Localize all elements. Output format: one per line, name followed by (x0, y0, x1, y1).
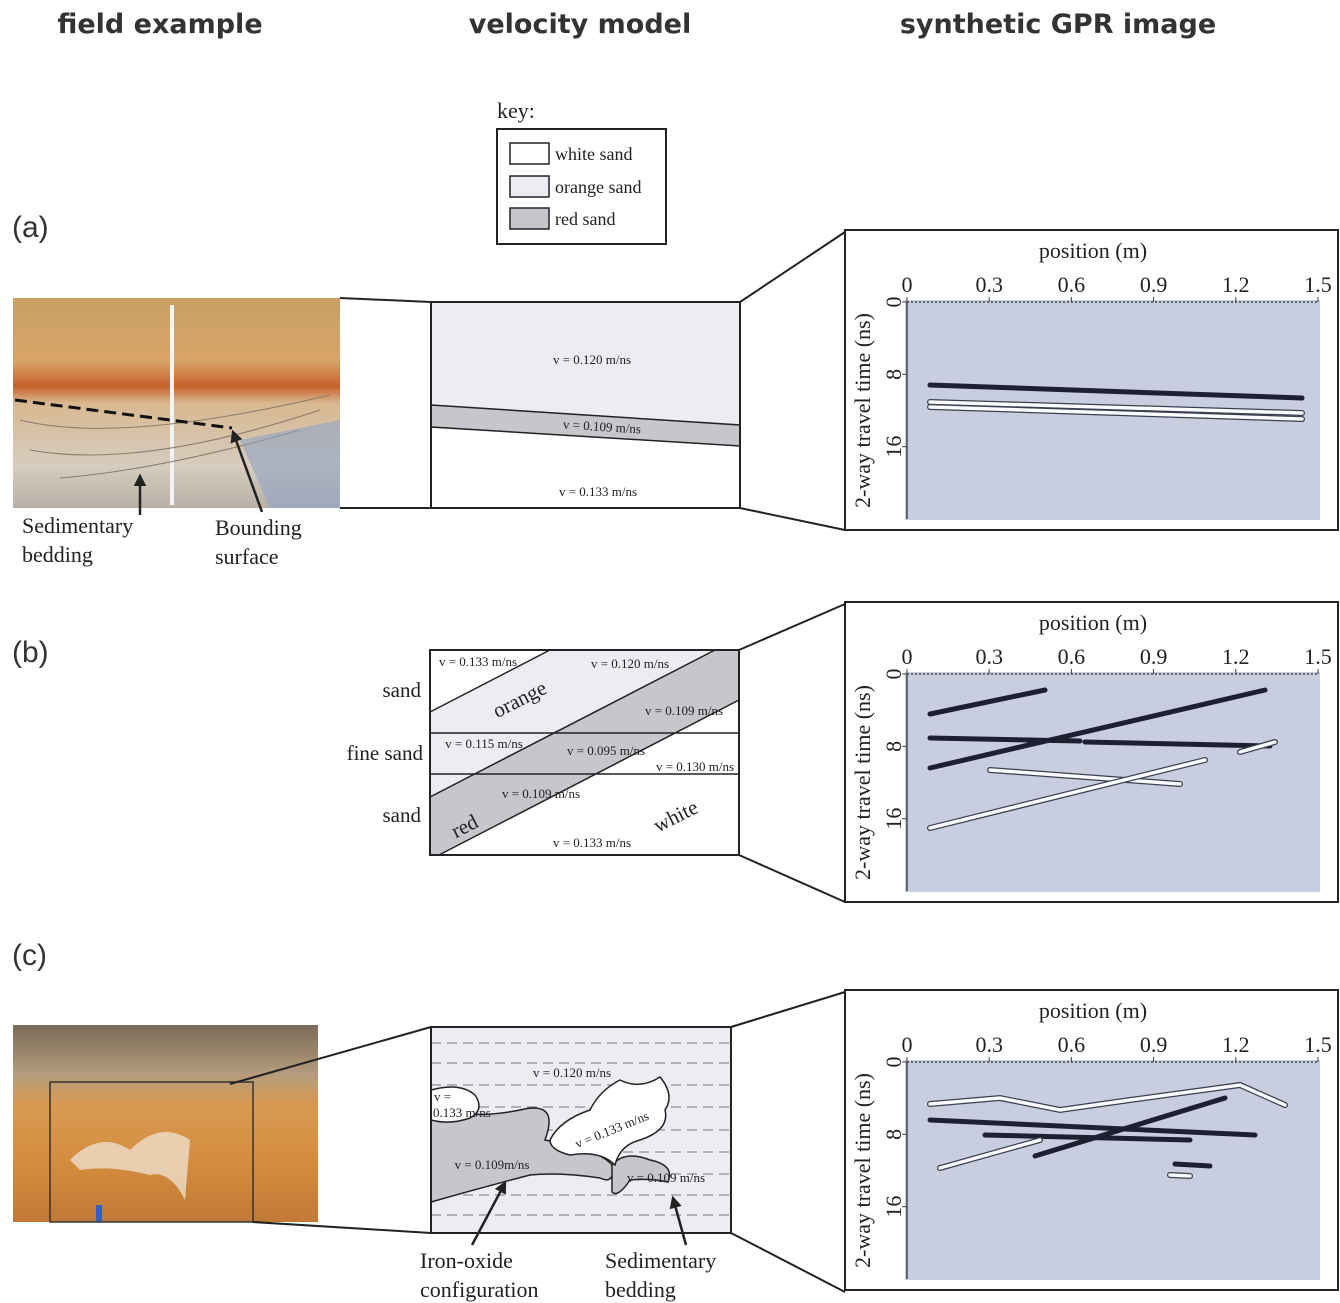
connector (340, 298, 431, 302)
side-label: fine sand (347, 741, 424, 765)
x-tick-label: 0.6 (1058, 644, 1086, 669)
x-tick-label: 0.9 (1140, 1032, 1168, 1057)
connector (740, 508, 845, 530)
y-tick-label: 8 (881, 1129, 906, 1140)
y-tick-label: 16 (881, 1196, 906, 1218)
annotation: Sedimentary (605, 1248, 716, 1273)
x-tick-label: 0.9 (1140, 272, 1168, 297)
panel-label: (b) (12, 636, 49, 669)
velocity-label: v = 0.130 m/ns (656, 759, 734, 774)
annotation: Bounding (215, 515, 302, 540)
x-tick-label: 0.3 (975, 272, 1003, 297)
annotation: Iron-oxide (420, 1248, 513, 1273)
x-tick-label: 1.5 (1304, 1032, 1332, 1057)
reflector (930, 738, 1080, 741)
y-axis-title: 2-way travel time (ns) (850, 685, 875, 880)
x-tick-label: 0 (902, 272, 913, 297)
annotation: bedding (605, 1277, 676, 1302)
column-header: field example (57, 9, 262, 40)
panel-label: (a) (12, 211, 49, 244)
y-axis-title: 2-way travel time (ns) (850, 313, 875, 508)
annotation: Sedimentary (22, 513, 133, 538)
side-label: sand (383, 803, 422, 827)
connector (739, 855, 845, 902)
velocity-label: v = 0.133 m/ns (559, 484, 637, 499)
velocity-label: v = 0.109m/ns (455, 1157, 530, 1172)
x-axis-title: position (m) (1039, 238, 1147, 263)
key-swatch (510, 143, 549, 164)
key-swatch (510, 176, 549, 197)
y-tick-label: 0 (881, 669, 906, 680)
connector (731, 992, 845, 1027)
x-tick-label: 0.3 (975, 1032, 1003, 1057)
x-axis-title: position (m) (1039, 610, 1147, 635)
x-tick-label: 0.3 (975, 644, 1003, 669)
connector (740, 232, 845, 302)
connector (253, 1222, 431, 1233)
velocity-label: v = 0.109 m/ns (627, 1170, 705, 1185)
velocity-label: v = 0.115 m/ns (445, 736, 523, 751)
velocity-label: 0.133 m/ns (433, 1105, 491, 1120)
column-header: synthetic GPR image (900, 9, 1216, 40)
velocity-label: v = 0.109 m/ns (645, 703, 723, 718)
connector (731, 1233, 845, 1292)
key-label: white sand (555, 144, 632, 164)
y-tick-label: 8 (881, 369, 906, 380)
x-tick-label: 1.5 (1304, 272, 1332, 297)
x-tick-label: 0 (902, 644, 913, 669)
key-label: red sand (555, 209, 615, 229)
figure: field example velocity model synthetic G… (0, 0, 1340, 1303)
x-tick-label: 1.2 (1222, 1032, 1250, 1057)
velocity-label: v = 0.109 m/ns (502, 786, 580, 801)
y-tick-label: 0 (881, 297, 906, 308)
field-photo (13, 1025, 318, 1222)
y-tick-label: 16 (881, 808, 906, 830)
y-tick-label: 0 (881, 1057, 906, 1068)
key-label: orange sand (555, 177, 641, 197)
side-label: sand (383, 678, 422, 702)
annotation: configuration (420, 1277, 539, 1302)
velocity-label: v = (434, 1089, 451, 1104)
reflector (1170, 1175, 1190, 1176)
column-header: velocity model (469, 9, 691, 40)
photo-detail (96, 1205, 102, 1222)
velocity-label: v = 0.095 m/ns (567, 743, 645, 758)
velocity-label: v = 0.133 m/ns (439, 654, 517, 669)
x-tick-label: 0.9 (1140, 644, 1168, 669)
y-axis-title: 2-way travel time (ns) (850, 1073, 875, 1268)
key-title: key: (497, 98, 535, 123)
reflector (1175, 1164, 1210, 1166)
connector (739, 604, 845, 650)
y-tick-label: 16 (881, 436, 906, 458)
x-axis-title: position (m) (1039, 998, 1147, 1023)
panel-label: (c) (12, 939, 47, 972)
x-tick-label: 1.5 (1304, 644, 1332, 669)
velocity-label: v = 0.120 m/ns (591, 656, 669, 671)
key-swatch (510, 208, 549, 229)
velocity-label: v = 0.120 m/ns (533, 1065, 611, 1080)
velocity-label: v = 0.120 m/ns (553, 352, 631, 367)
x-tick-label: 1.2 (1222, 272, 1250, 297)
velocity-label: v = 0.133 m/ns (553, 835, 631, 850)
x-tick-label: 0 (902, 1032, 913, 1057)
annotation: surface (215, 544, 279, 569)
annotation: bedding (22, 542, 93, 567)
y-tick-label: 8 (881, 741, 906, 752)
x-tick-label: 1.2 (1222, 644, 1250, 669)
x-tick-label: 0.6 (1058, 272, 1086, 297)
x-tick-label: 0.6 (1058, 1032, 1086, 1057)
